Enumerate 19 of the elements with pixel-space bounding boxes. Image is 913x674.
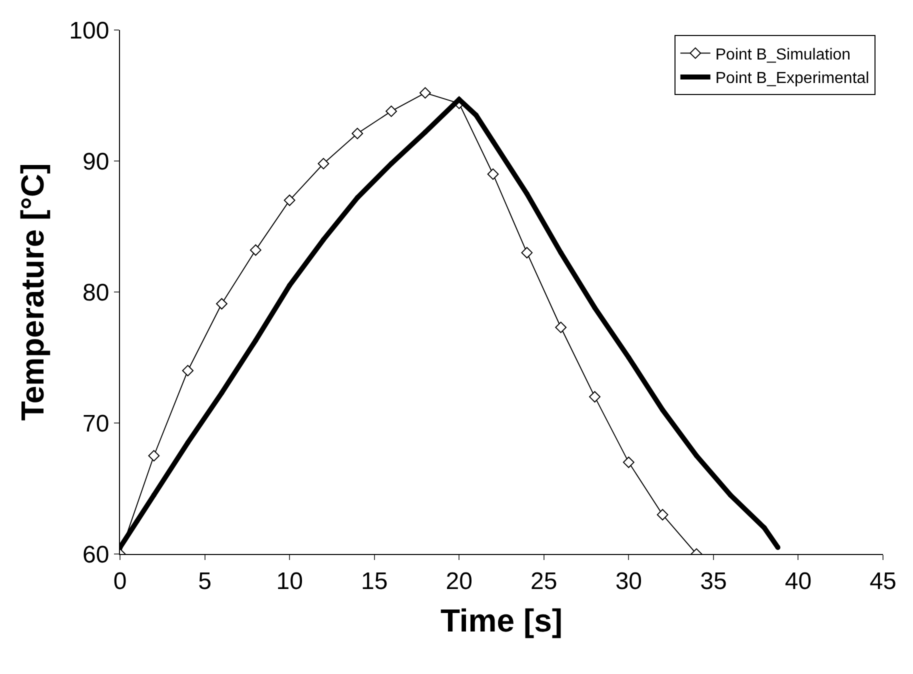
y-tick-label: 60	[82, 541, 110, 568]
y-tick-label: 80	[82, 279, 110, 306]
x-tick-label: 0	[113, 568, 127, 595]
x-tick-label: 5	[198, 568, 212, 595]
x-tick-label: 40	[784, 568, 812, 595]
x-tick-label: 45	[870, 568, 896, 595]
x-tick-label: 30	[615, 568, 642, 595]
x-tick-label: 35	[700, 568, 727, 595]
y-tick-label: 70	[82, 410, 110, 438]
x-tick-label: 25	[530, 568, 558, 595]
legend-label: Point B_Simulation	[715, 46, 851, 64]
x-axis-title: Time [s]	[440, 602, 563, 639]
y-tick-label: 100	[69, 17, 110, 44]
x-tick-label: 15	[360, 568, 388, 595]
y-tick-label: 90	[82, 148, 110, 176]
legend-label: Point B_Experimental	[715, 70, 870, 88]
y-axis-title: Temperature [°C]	[14, 163, 50, 421]
x-tick-label: 10	[276, 568, 303, 595]
x-tick-label: 20	[446, 568, 472, 595]
